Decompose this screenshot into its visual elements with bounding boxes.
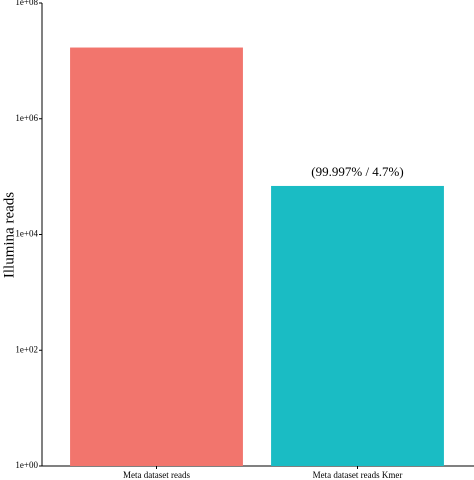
- annotation: (99.997% / 4.7%): [311, 164, 403, 179]
- bar: [271, 185, 444, 467]
- y-axis-label: Illumina reads: [1, 192, 17, 278]
- y-tick-label: 1e+02: [15, 344, 38, 354]
- y-tick-label: 1e+08: [15, 0, 38, 7]
- y-tick-label: 1e+06: [15, 113, 38, 123]
- x-tick-label: Meta dataset reads: [123, 470, 190, 480]
- bar: [70, 47, 243, 466]
- x-tick-label: Meta dataset reads Kmer: [313, 470, 403, 480]
- y-tick-label: 1e+04: [15, 229, 38, 239]
- y-tick-label: 1e+00: [15, 460, 38, 470]
